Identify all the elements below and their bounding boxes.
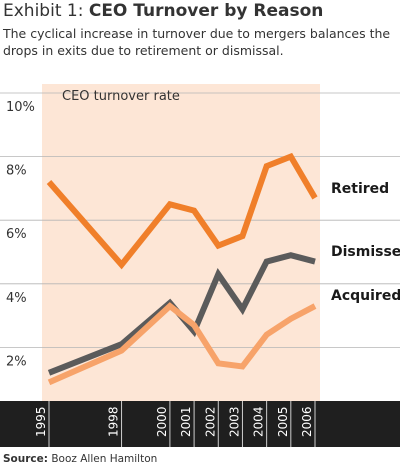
x-tick-label: 2000 — [155, 406, 169, 437]
series-lines — [46, 152, 318, 386]
series-line-acquired — [47, 302, 317, 386]
series-line-dismissed — [47, 252, 316, 376]
source-note: Source: Booz Allen Hamilton — [3, 453, 157, 465]
series-label-acquired: Acquired — [331, 288, 400, 304]
y-tick-label: 10% — [6, 100, 35, 115]
x-tick-label: 2005 — [276, 406, 290, 437]
series-labels: Retired Dismissed Acquired — [331, 181, 400, 304]
x-tick-label: 2002 — [203, 406, 217, 437]
y-axis-label: CEO turnover rate — [62, 89, 180, 104]
x-tick-label: 2003 — [227, 406, 241, 437]
y-tick-label: 2% — [6, 354, 27, 369]
x-tick-label: 2006 — [300, 406, 314, 437]
series-label-retired: Retired — [331, 181, 389, 197]
y-tick-label: 6% — [6, 227, 27, 242]
plot-panel — [42, 84, 320, 401]
y-tick-label: 4% — [6, 291, 27, 306]
chart-subtitle: The cyclical increase in turnover due to… — [3, 26, 391, 58]
series-line-retired — [46, 152, 318, 270]
x-tick-labels: 1995 1998 2000 2001 2002 2003 2004 2005 2006 — [34, 401, 316, 447]
y-tick-label: 8% — [6, 164, 27, 179]
x-tick-label: 2004 — [252, 406, 266, 437]
source-label: Source: — [3, 453, 48, 465]
series-label-dismissed: Dismissed — [331, 244, 400, 260]
x-axis-band — [0, 401, 400, 447]
x-tick-label: 1998 — [107, 406, 121, 437]
exhibit-label: Exhibit 1: — [3, 1, 84, 21]
source-text: Booz Allen Hamilton — [51, 453, 158, 465]
chart-background — [42, 84, 320, 401]
chart-title: Exhibit 1: CEO Turnover by Reason — [3, 0, 323, 22]
chart-title-text: CEO Turnover by Reason — [88, 1, 324, 21]
x-tick-label: 2001 — [179, 406, 193, 437]
x-tick-label: 1995 — [34, 406, 48, 437]
y-tick-labels: 2% 4% 6% 8% 10% — [6, 100, 35, 369]
